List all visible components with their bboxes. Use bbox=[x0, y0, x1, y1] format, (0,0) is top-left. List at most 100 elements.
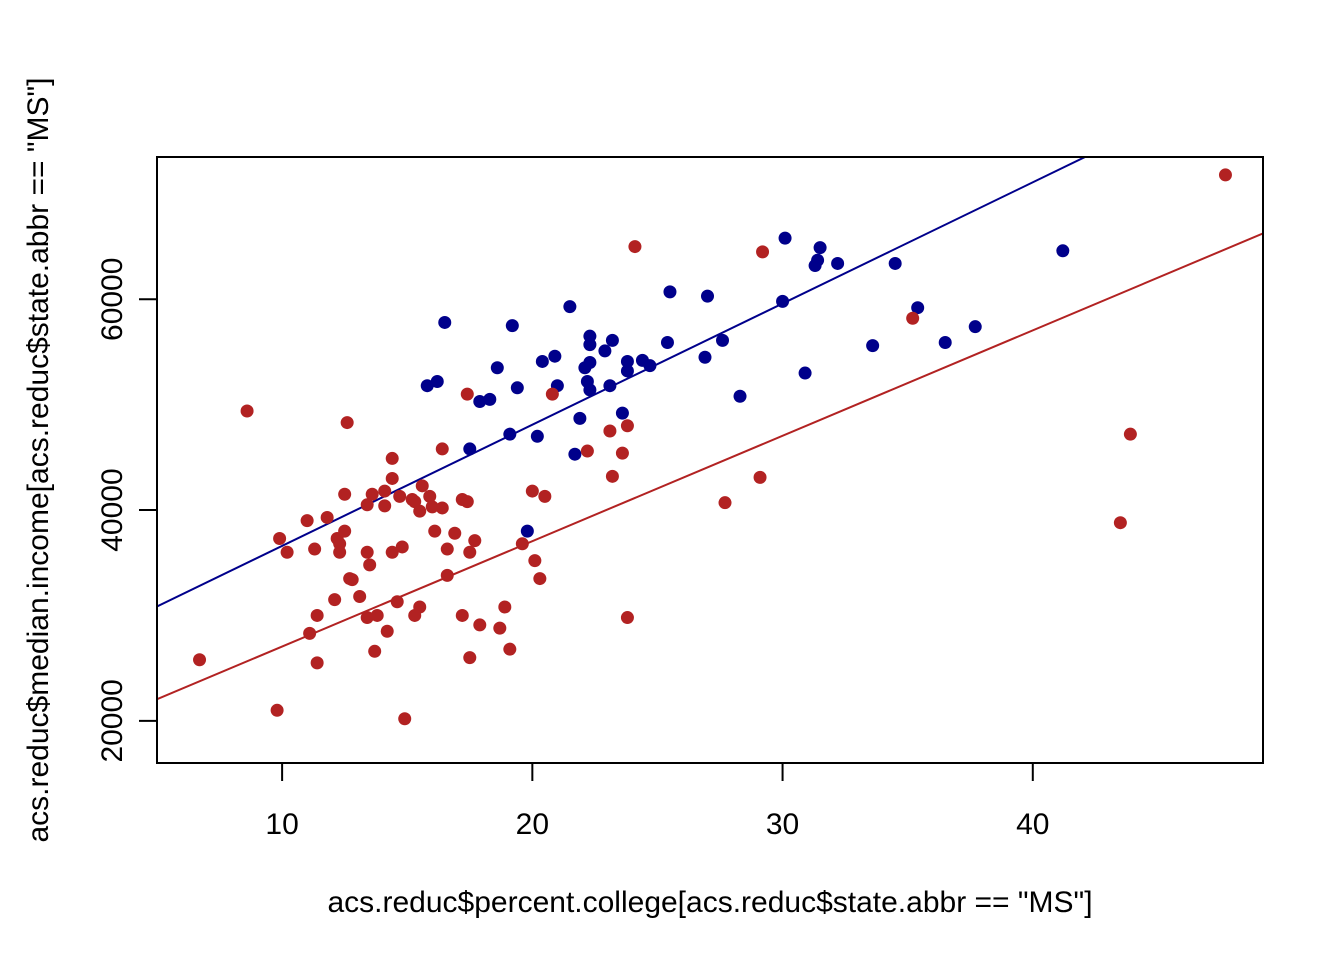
data-point bbox=[360, 611, 374, 625]
data-point bbox=[503, 642, 517, 656]
data-point bbox=[528, 554, 542, 568]
data-point bbox=[393, 489, 407, 503]
data-point bbox=[385, 471, 399, 485]
data-point bbox=[515, 537, 529, 551]
data-point bbox=[390, 595, 404, 609]
data-point bbox=[438, 315, 452, 329]
data-point bbox=[435, 501, 449, 515]
data-point bbox=[530, 429, 544, 443]
data-point bbox=[776, 294, 790, 308]
data-point bbox=[605, 333, 619, 347]
data-point bbox=[380, 624, 394, 638]
data-point bbox=[333, 545, 347, 559]
data-point bbox=[498, 600, 512, 614]
data-point bbox=[1113, 516, 1127, 530]
data-point bbox=[360, 545, 374, 559]
data-point bbox=[310, 608, 324, 622]
data-point bbox=[968, 320, 982, 334]
y-tick-label: 40000 bbox=[96, 468, 129, 551]
data-point bbox=[525, 484, 539, 498]
data-point bbox=[533, 572, 547, 586]
data-point bbox=[603, 379, 617, 393]
data-point bbox=[413, 504, 427, 518]
data-point bbox=[428, 524, 442, 538]
data-point bbox=[378, 484, 392, 498]
data-point bbox=[280, 545, 294, 559]
fit-line bbox=[157, 232, 1263, 701]
data-point bbox=[328, 593, 342, 607]
data-point bbox=[473, 618, 487, 632]
data-point bbox=[420, 379, 434, 393]
x-tick-label: 40 bbox=[1016, 808, 1049, 841]
data-point bbox=[1056, 244, 1070, 258]
data-point bbox=[615, 406, 629, 420]
data-point bbox=[756, 245, 770, 259]
data-point bbox=[520, 524, 534, 538]
data-point bbox=[395, 540, 409, 554]
data-point bbox=[460, 495, 474, 509]
data-point bbox=[398, 712, 412, 726]
data-point bbox=[338, 524, 352, 538]
data-point bbox=[240, 404, 254, 418]
data-point bbox=[535, 354, 549, 368]
data-point bbox=[440, 542, 454, 556]
data-point bbox=[753, 470, 767, 484]
data-point bbox=[340, 416, 354, 430]
data-point bbox=[716, 333, 730, 347]
data-point bbox=[906, 311, 920, 325]
data-point bbox=[573, 411, 587, 425]
y-axis: 20000 40000 60000 bbox=[96, 258, 158, 763]
data-point bbox=[620, 419, 634, 433]
data-point bbox=[510, 381, 524, 395]
data-point bbox=[363, 558, 377, 572]
data-point bbox=[663, 285, 677, 299]
data-point bbox=[620, 611, 634, 625]
data-point bbox=[473, 395, 487, 409]
data-point bbox=[811, 253, 825, 267]
data-point bbox=[700, 289, 714, 303]
data-point bbox=[320, 510, 334, 524]
data-point bbox=[583, 356, 597, 370]
data-point bbox=[778, 231, 792, 245]
y-tick-label: 60000 bbox=[96, 258, 129, 341]
data-point bbox=[938, 335, 952, 349]
data-point bbox=[620, 354, 634, 368]
data-point bbox=[603, 424, 617, 438]
data-point bbox=[273, 532, 287, 546]
data-point bbox=[423, 489, 437, 503]
data-point bbox=[813, 241, 827, 255]
data-point bbox=[353, 589, 367, 603]
x-axis: 10 20 30 40 bbox=[265, 762, 1049, 841]
data-point bbox=[430, 374, 444, 388]
fit-line bbox=[157, 157, 1088, 608]
data-point bbox=[310, 656, 324, 670]
x-tick-label: 20 bbox=[516, 808, 549, 841]
data-point bbox=[615, 446, 629, 460]
data-point bbox=[620, 364, 634, 378]
data-point bbox=[338, 487, 352, 501]
data-point bbox=[568, 447, 582, 461]
data-point bbox=[798, 366, 812, 380]
data-point bbox=[463, 545, 477, 559]
data-point bbox=[503, 427, 517, 441]
data-point bbox=[605, 469, 619, 483]
data-point bbox=[548, 349, 562, 363]
y-tick-label: 20000 bbox=[96, 679, 129, 762]
x-axis-label: acs.reduc$percent.college[acs.reduc$stat… bbox=[327, 886, 1092, 919]
data-point bbox=[483, 392, 497, 406]
data-point bbox=[385, 545, 399, 559]
data-point bbox=[193, 653, 207, 667]
data-point bbox=[888, 256, 902, 270]
data-point bbox=[583, 383, 597, 397]
data-point bbox=[455, 608, 469, 622]
data-point bbox=[368, 644, 382, 658]
data-point bbox=[468, 534, 482, 548]
data-point bbox=[733, 389, 747, 403]
data-point bbox=[660, 335, 674, 349]
x-tick-label: 10 bbox=[265, 808, 298, 841]
data-point bbox=[911, 301, 925, 315]
data-point bbox=[308, 542, 322, 556]
data-point bbox=[545, 387, 559, 401]
